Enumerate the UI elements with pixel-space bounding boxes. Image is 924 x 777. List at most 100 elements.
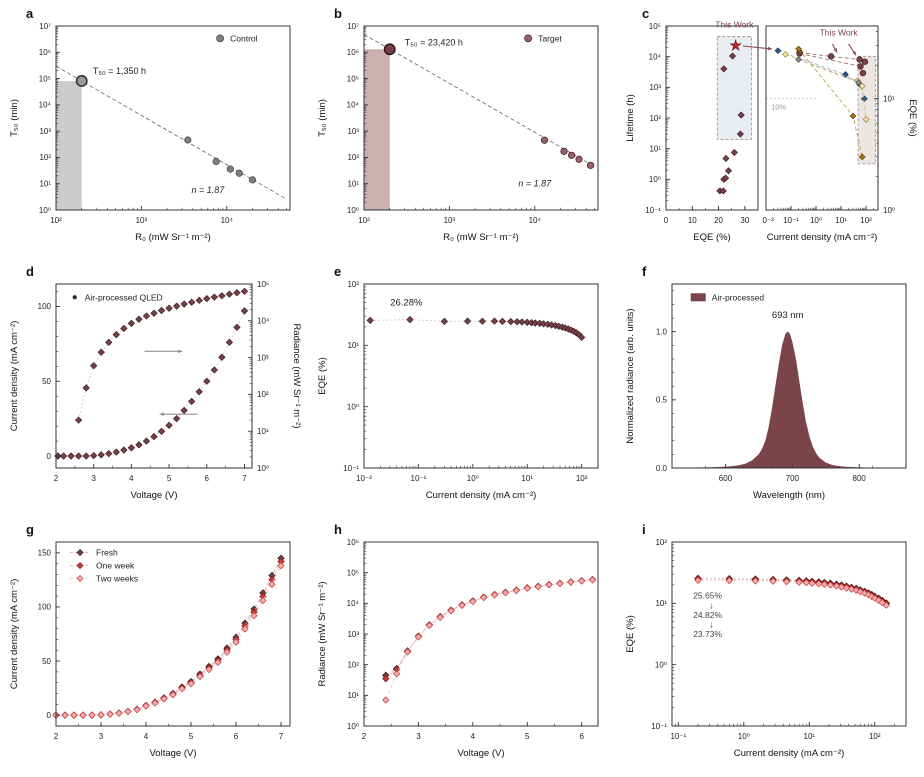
panel-h: h 2 3 4 5 6 Voltage (V) 10⁰ 10¹ 10² 10³ 10⁴ 10⁵ 10⁶ R… bbox=[308, 516, 616, 775]
svg-text:10¹: 10¹ bbox=[649, 144, 661, 153]
svg-text:T₅₀ = 1,350 h: T₅₀ = 1,350 h bbox=[93, 66, 146, 76]
svg-text:Normalized radiance (arb. unit: Normalized radiance (arb. units) bbox=[625, 308, 636, 443]
svg-text:Wavelength (nm): Wavelength (nm) bbox=[753, 490, 825, 501]
panel-a: a 10² 10³ 10⁴ R₀ (mW Sr⁻¹ m⁻²) 10⁰ 10¹ 10² 10³ 1… bbox=[0, 0, 308, 258]
svg-text:700: 700 bbox=[786, 474, 800, 483]
svg-text:Lifetime (h): Lifetime (h) bbox=[625, 94, 636, 142]
panel-a-chart: 10² 10³ 10⁴ R₀ (mW Sr⁻¹ m⁻²) 10⁰ 10¹ 10² 10³ 10⁴… bbox=[4, 14, 304, 256]
svg-text:↓: ↓ bbox=[709, 601, 714, 611]
svg-text:EQE (%): EQE (%) bbox=[907, 99, 918, 136]
svg-text:150: 150 bbox=[38, 549, 52, 558]
svg-text:10²: 10² bbox=[860, 216, 872, 225]
svg-text:3: 3 bbox=[91, 474, 96, 483]
svg-text:EQE (%): EQE (%) bbox=[317, 357, 328, 394]
svg-text:10⁷: 10⁷ bbox=[347, 22, 359, 31]
svg-text:10⁵: 10⁵ bbox=[347, 568, 359, 577]
svg-text:10³: 10³ bbox=[347, 127, 359, 136]
svg-text:10²: 10² bbox=[50, 216, 62, 225]
svg-text:Air-processed QLED: Air-processed QLED bbox=[85, 292, 163, 302]
panel-i-letter: i bbox=[642, 522, 646, 537]
svg-text:10⁰: 10⁰ bbox=[257, 464, 269, 473]
svg-text:2: 2 bbox=[54, 474, 59, 483]
svg-text:3: 3 bbox=[99, 732, 104, 741]
svg-text:0: 0 bbox=[664, 216, 669, 225]
svg-text:5: 5 bbox=[525, 732, 530, 741]
svg-text:10¹: 10¹ bbox=[521, 474, 533, 483]
svg-text:10¹: 10¹ bbox=[347, 180, 359, 189]
svg-text:100: 100 bbox=[38, 302, 52, 311]
svg-text:Two weeks: Two weeks bbox=[96, 574, 138, 584]
svg-text:10²: 10² bbox=[39, 153, 51, 162]
svg-text:693 nm: 693 nm bbox=[772, 310, 804, 321]
svg-text:10⁻¹: 10⁻¹ bbox=[651, 722, 667, 731]
svg-text:3: 3 bbox=[416, 732, 421, 741]
svg-text:10⁰: 10⁰ bbox=[347, 402, 359, 411]
svg-text:10⁴: 10⁴ bbox=[649, 52, 662, 61]
panel-f-letter: f bbox=[642, 264, 647, 279]
svg-text:Voltage (V): Voltage (V) bbox=[150, 748, 197, 759]
svg-text:2: 2 bbox=[54, 732, 59, 741]
svg-text:10²: 10² bbox=[576, 474, 588, 483]
panel-e: e 10⁻² 10⁻¹ 10⁰ 10¹ 10² Current density (mA c… bbox=[308, 258, 616, 516]
panel-a-letter: a bbox=[26, 6, 34, 21]
svg-text:Voltage (V): Voltage (V) bbox=[131, 490, 178, 501]
svg-text:Radiance (mW Sr⁻¹ m⁻²): Radiance (mW Sr⁻¹ m⁻²) bbox=[317, 581, 328, 686]
svg-text:10²: 10² bbox=[649, 114, 661, 123]
svg-text:Air-processed: Air-processed bbox=[712, 292, 765, 302]
svg-text:4: 4 bbox=[144, 732, 149, 741]
panel-d-letter: d bbox=[26, 264, 34, 279]
svg-text:50: 50 bbox=[42, 377, 51, 386]
svg-text:R₀ (mW Sr⁻¹ m⁻²): R₀ (mW Sr⁻¹ m⁻²) bbox=[443, 232, 519, 243]
panel-h-letter: h bbox=[334, 522, 342, 537]
svg-text:600: 600 bbox=[719, 474, 733, 483]
svg-text:5: 5 bbox=[167, 474, 172, 483]
svg-text:10⁰: 10⁰ bbox=[467, 474, 479, 483]
svg-text:↓: ↓ bbox=[709, 620, 714, 630]
svg-text:10⁶: 10⁶ bbox=[347, 48, 359, 57]
svg-text:Target: Target bbox=[538, 33, 562, 43]
svg-text:One week: One week bbox=[96, 561, 135, 571]
svg-text:10⁰: 10⁰ bbox=[649, 175, 661, 184]
svg-text:10⁵: 10⁵ bbox=[257, 280, 269, 289]
panel-e-letter: e bbox=[334, 264, 342, 279]
svg-text:10⁻¹: 10⁻¹ bbox=[343, 464, 359, 473]
svg-text:10³: 10³ bbox=[257, 353, 269, 362]
panel-i: i 10⁻¹ 10⁰ 10¹ 10² Current density (mA cm⁻²)… bbox=[616, 516, 924, 775]
svg-text:10⁴: 10⁴ bbox=[39, 101, 52, 110]
svg-text:800: 800 bbox=[853, 474, 867, 483]
svg-text:10⁻¹: 10⁻¹ bbox=[670, 732, 686, 741]
svg-text:10⁴: 10⁴ bbox=[347, 101, 360, 110]
panel-g-chart: 2 3 4 5 6 7 Voltage (V) 0 50 100 150 Current densit… bbox=[4, 530, 304, 772]
svg-text:10⁴: 10⁴ bbox=[221, 216, 234, 225]
svg-text:10¹: 10¹ bbox=[655, 599, 667, 608]
svg-text:10²: 10² bbox=[347, 153, 359, 162]
svg-text:10²: 10² bbox=[655, 538, 667, 547]
svg-text:10¹: 10¹ bbox=[257, 427, 269, 436]
svg-text:Current density (mA cm⁻²): Current density (mA cm⁻²) bbox=[9, 579, 20, 690]
svg-text:10¹: 10¹ bbox=[883, 95, 895, 104]
svg-text:EQE (%): EQE (%) bbox=[693, 232, 730, 243]
panel-i-chart: 10⁻¹ 10⁰ 10¹ 10² Current density (mA cm⁻²) 10… bbox=[620, 530, 920, 772]
svg-text:10⁵: 10⁵ bbox=[649, 22, 661, 31]
panel-f-chart: 600 700 800 Wavelength (nm) 0.0 0.5 1.0 Normali… bbox=[620, 272, 920, 514]
panel-c-letter: c bbox=[642, 6, 650, 21]
svg-text:30: 30 bbox=[740, 216, 749, 225]
svg-text:Current density (mA cm⁻²): Current density (mA cm⁻²) bbox=[734, 748, 845, 759]
svg-text:25.65%: 25.65% bbox=[693, 590, 722, 600]
svg-text:10⁶: 10⁶ bbox=[39, 48, 51, 57]
svg-text:10⁵: 10⁵ bbox=[39, 74, 51, 83]
panel-b-chart: 10² 10³ 10⁴ R₀ (mW Sr⁻¹ m⁻²) 10⁰ 10¹ 10² 10³ 10⁴… bbox=[312, 14, 612, 256]
svg-text:Voltage (V): Voltage (V) bbox=[458, 748, 505, 759]
svg-text:10³: 10³ bbox=[347, 630, 359, 639]
svg-text:10%: 10% bbox=[771, 102, 786, 111]
svg-text:5: 5 bbox=[189, 732, 194, 741]
svg-text:26.28%: 26.28% bbox=[390, 297, 423, 308]
svg-text:4: 4 bbox=[471, 732, 476, 741]
svg-text:Fresh: Fresh bbox=[96, 548, 118, 558]
panel-d: d 2 3 4 5 6 7 Voltage (V) 0 50 100 Current density… bbox=[0, 258, 308, 516]
svg-text:10²: 10² bbox=[257, 390, 269, 399]
svg-text:2: 2 bbox=[362, 732, 367, 741]
svg-text:10⁵: 10⁵ bbox=[347, 74, 359, 83]
svg-text:6: 6 bbox=[205, 474, 210, 483]
svg-text:7: 7 bbox=[279, 732, 284, 741]
